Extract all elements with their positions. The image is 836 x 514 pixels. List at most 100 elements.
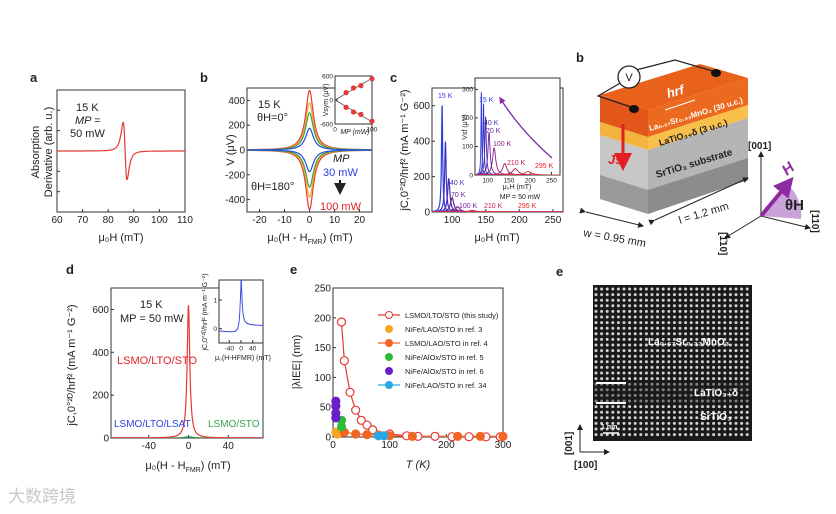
atom-column — [622, 427, 626, 431]
y-axis-label: Absorption — [30, 126, 42, 179]
atom-column — [611, 427, 615, 431]
atom-column — [639, 343, 643, 347]
atom-column — [728, 388, 732, 392]
atom-column — [728, 360, 732, 364]
atom-column — [700, 421, 704, 425]
atom-column — [689, 354, 693, 358]
atom-column — [644, 293, 648, 297]
atom-column — [700, 388, 704, 392]
atom-column — [644, 343, 648, 347]
mp-label: MP — [333, 153, 350, 165]
atom-column — [700, 433, 704, 437]
data-point — [350, 85, 357, 91]
atom-column — [678, 410, 682, 414]
atom-column — [684, 399, 688, 403]
atom-column — [740, 293, 744, 297]
atom-column — [667, 349, 671, 353]
atom-column — [734, 337, 738, 341]
atom-column — [740, 382, 744, 386]
inset-mp-label: MP = 50 mW — [500, 194, 541, 201]
atom-column — [695, 315, 699, 319]
atom-column — [717, 377, 721, 381]
atom-column — [650, 399, 654, 403]
atom-column — [594, 326, 598, 330]
atom-column — [734, 309, 738, 313]
atom-column — [684, 349, 688, 353]
atom-column — [661, 298, 665, 302]
atom-column — [700, 321, 704, 325]
atom-column — [605, 326, 609, 330]
panel-label: b — [200, 70, 208, 85]
substrate-shadow-side — [600, 175, 648, 214]
atom-column — [745, 332, 749, 336]
atom-column — [628, 405, 632, 409]
hrf-label: hrf — [665, 81, 687, 100]
panel-e-plot: e |λIEE| (nm) T (K) LSMO/LTO/STO (this s… — [290, 262, 499, 471]
x-axis-label: μ₀(H - HFMR) (mT) — [145, 460, 230, 474]
atom-column — [723, 427, 727, 431]
tem-sto-label: SrTiO₃ — [700, 412, 732, 423]
legend-marker — [385, 339, 393, 347]
atom-column — [700, 349, 704, 353]
atom-column — [628, 399, 632, 403]
atom-column — [712, 371, 716, 375]
atom-column — [700, 337, 704, 341]
atom-column — [717, 371, 721, 375]
watermark: 大数跨境 — [8, 487, 76, 506]
atom-column — [684, 377, 688, 381]
atom-column — [717, 309, 721, 313]
atom-column — [672, 304, 676, 308]
atom-column — [672, 321, 676, 325]
atom-column — [695, 349, 699, 353]
atom-column — [684, 337, 688, 341]
atom-column — [661, 416, 665, 420]
lto-front-face — [648, 105, 748, 150]
atom-column — [684, 321, 688, 325]
x-tick-label: 100 — [151, 215, 168, 226]
atom-column — [650, 371, 654, 375]
atom-column — [605, 421, 609, 425]
atom-column — [622, 298, 626, 302]
atom-column — [633, 427, 637, 431]
atom-column — [622, 287, 626, 291]
inset-x-axis-label: μ₀H (mT) — [503, 184, 532, 191]
atom-column — [672, 309, 676, 313]
atom-column — [622, 365, 626, 369]
atom-column — [639, 371, 643, 375]
atom-column — [622, 371, 626, 375]
atom-column — [600, 416, 604, 420]
atom-column — [678, 349, 682, 353]
atom-column — [745, 298, 749, 302]
atom-column — [644, 315, 648, 319]
atom-column — [689, 416, 693, 420]
y-tick-label: 200 — [413, 172, 430, 183]
atom-column — [717, 337, 721, 341]
atom-column — [600, 349, 604, 353]
atom-column — [628, 377, 632, 381]
atom-column — [639, 377, 643, 381]
atom-column — [661, 293, 665, 297]
atom-column — [700, 332, 704, 336]
atom-column — [656, 382, 660, 386]
atom-column — [712, 388, 716, 392]
y-tick-label: 400 — [413, 137, 430, 148]
x-tick-label: 150 — [477, 215, 494, 226]
atom-column — [672, 405, 676, 409]
atom-column — [628, 343, 632, 347]
atom-column — [723, 321, 727, 325]
atom-column — [734, 315, 738, 319]
atom-column — [650, 332, 654, 336]
atom-column — [661, 337, 665, 341]
lsmo-front-face — [648, 78, 748, 137]
atom-column — [656, 332, 660, 336]
atom-column — [700, 416, 704, 420]
atom-column — [717, 393, 721, 397]
atom-column — [734, 287, 738, 291]
y-axis-label: V (μV) — [225, 134, 237, 165]
inset-x-axis-label: μ₀(H-HFMR) (mT) — [215, 355, 271, 362]
y-tick-label: 400 — [92, 348, 109, 359]
atom-column — [728, 399, 732, 403]
inset-temp-label: 100 K — [493, 141, 512, 148]
power-label: MP = 50 mW — [120, 313, 184, 325]
atom-column — [717, 315, 721, 319]
